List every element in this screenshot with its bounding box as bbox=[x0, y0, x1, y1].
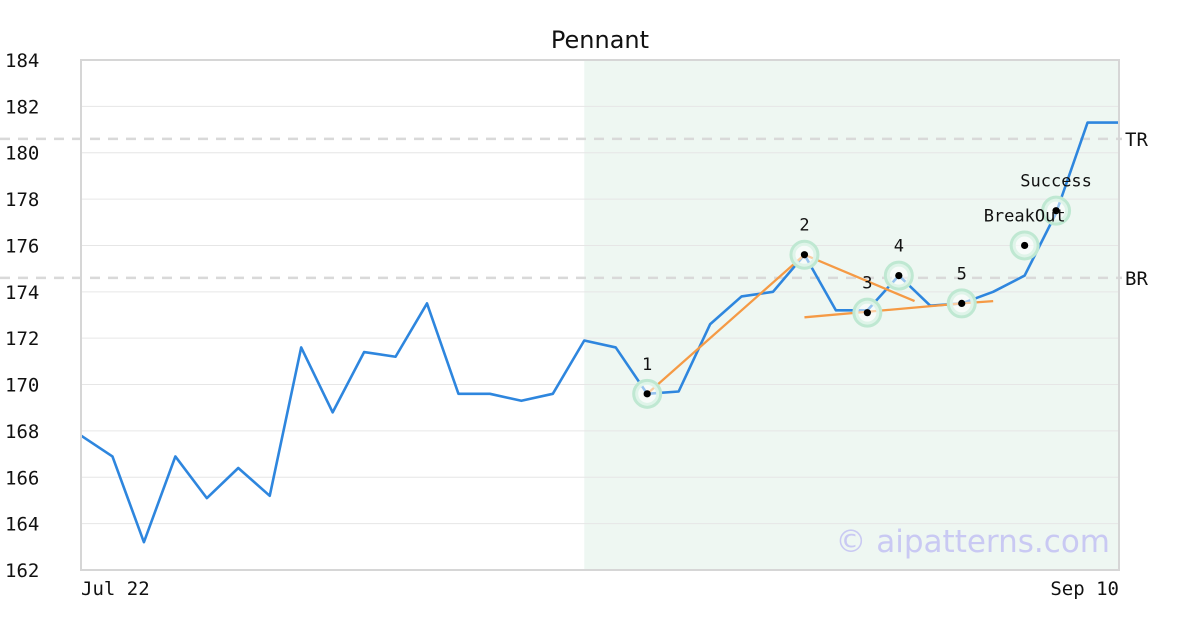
reference-lines-layer: TR BR bbox=[0, 129, 1148, 290]
marker-dot-breakout bbox=[1021, 241, 1029, 250]
watermark: © aipatterns.com bbox=[835, 524, 1110, 560]
labels-layer: 1 2 3 4 5 BreakOut Success bbox=[642, 172, 1092, 375]
marker-dot-success bbox=[1052, 207, 1060, 215]
highlight-region-layer bbox=[584, 60, 1119, 570]
annotation-label-4: 4 bbox=[894, 237, 904, 257]
annotation-label-success: Success bbox=[1020, 172, 1092, 192]
marker-dot-5 bbox=[958, 299, 966, 308]
annotation-label-breakout: BreakOut bbox=[984, 206, 1066, 226]
annotation-label-1: 1 bbox=[642, 355, 652, 375]
y-tick-label: 184 bbox=[5, 50, 39, 72]
y-tick-label: 166 bbox=[5, 467, 39, 489]
y-tick-label: 182 bbox=[5, 96, 39, 118]
y-tick-label: 168 bbox=[5, 421, 39, 443]
marker-dot-3 bbox=[863, 309, 871, 317]
y-tick-label: 176 bbox=[5, 235, 39, 257]
reference-line-label-tr: TR bbox=[1125, 129, 1148, 151]
y-tick-label: 162 bbox=[5, 560, 39, 582]
y-tick-label: 164 bbox=[5, 514, 39, 536]
marker-dot-4 bbox=[895, 271, 903, 280]
annotation-label-2: 2 bbox=[799, 216, 809, 236]
marker-dot-2 bbox=[800, 251, 809, 259]
y-tick-label: 178 bbox=[5, 189, 39, 211]
highlight-region bbox=[584, 60, 1119, 570]
x-tick-label-start: Jul 22 bbox=[81, 578, 150, 600]
annotation-label-5: 5 bbox=[957, 264, 967, 284]
reference-line-label-br: BR bbox=[1125, 268, 1148, 290]
markers-layer bbox=[632, 195, 1072, 409]
y-tick-label: 170 bbox=[5, 375, 39, 397]
y-tick-label: 174 bbox=[5, 282, 39, 304]
plot-frame bbox=[80, 59, 1120, 571]
axes-layer: 162 164 166 168 170 172 174 176 178 180 182 184 bbox=[5, 50, 1120, 582]
y-tick-label: 172 bbox=[5, 328, 39, 350]
y-tick-label: 180 bbox=[5, 143, 39, 165]
chart-title: Pennant bbox=[551, 26, 649, 54]
annotation-label-3: 3 bbox=[862, 274, 872, 294]
marker-dot-1 bbox=[643, 390, 651, 398]
x-tick-label-end: Sep 10 bbox=[1050, 578, 1119, 600]
